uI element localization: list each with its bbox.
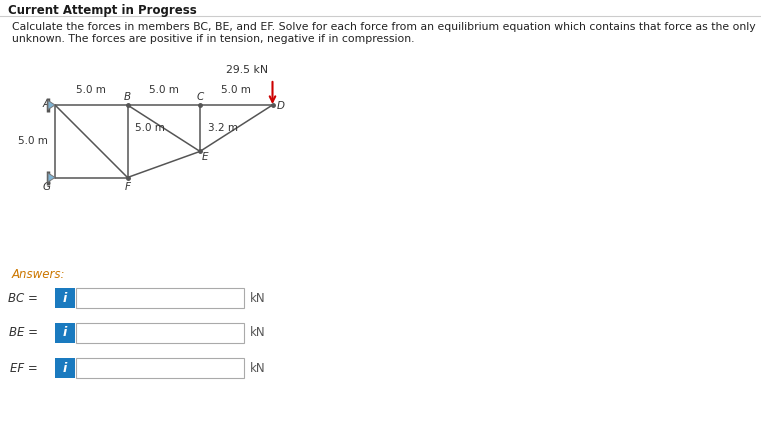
Polygon shape [48, 100, 55, 109]
FancyBboxPatch shape [55, 288, 75, 308]
Text: 5.0 m: 5.0 m [135, 123, 164, 133]
Text: Calculate the forces in members BC, BE, and EF. Solve for each force from an equ: Calculate the forces in members BC, BE, … [12, 22, 756, 32]
Text: kN: kN [250, 291, 266, 305]
Text: F: F [125, 181, 130, 191]
Text: 3.2 m: 3.2 m [208, 123, 238, 133]
Text: unknown. The forces are positive if in tension, negative if in compression.: unknown. The forces are positive if in t… [12, 34, 415, 44]
Text: A: A [43, 99, 49, 109]
FancyBboxPatch shape [76, 288, 244, 308]
Text: 5.0 m: 5.0 m [221, 85, 251, 95]
Text: Current Attempt in Progress: Current Attempt in Progress [8, 4, 197, 17]
Text: E: E [202, 152, 209, 163]
Text: 5.0 m: 5.0 m [149, 85, 179, 95]
Text: C: C [196, 92, 204, 102]
Text: Answers:: Answers: [12, 268, 65, 281]
Text: i: i [63, 326, 67, 339]
Text: G: G [43, 181, 51, 191]
Text: i: i [63, 362, 67, 375]
Text: 5.0 m: 5.0 m [18, 136, 48, 146]
Text: kN: kN [250, 362, 266, 375]
Text: 29.5 kN: 29.5 kN [226, 65, 269, 75]
FancyBboxPatch shape [55, 323, 75, 343]
FancyBboxPatch shape [76, 323, 244, 343]
Text: i: i [63, 291, 67, 305]
Text: BC =: BC = [8, 291, 38, 305]
Polygon shape [48, 173, 55, 182]
Text: BE =: BE = [9, 326, 38, 339]
FancyBboxPatch shape [55, 358, 75, 378]
Text: EF =: EF = [10, 362, 38, 375]
Text: kN: kN [250, 326, 266, 339]
Text: B: B [124, 92, 131, 102]
Text: D: D [276, 101, 285, 111]
Text: 5.0 m: 5.0 m [76, 85, 107, 95]
FancyBboxPatch shape [76, 358, 244, 378]
